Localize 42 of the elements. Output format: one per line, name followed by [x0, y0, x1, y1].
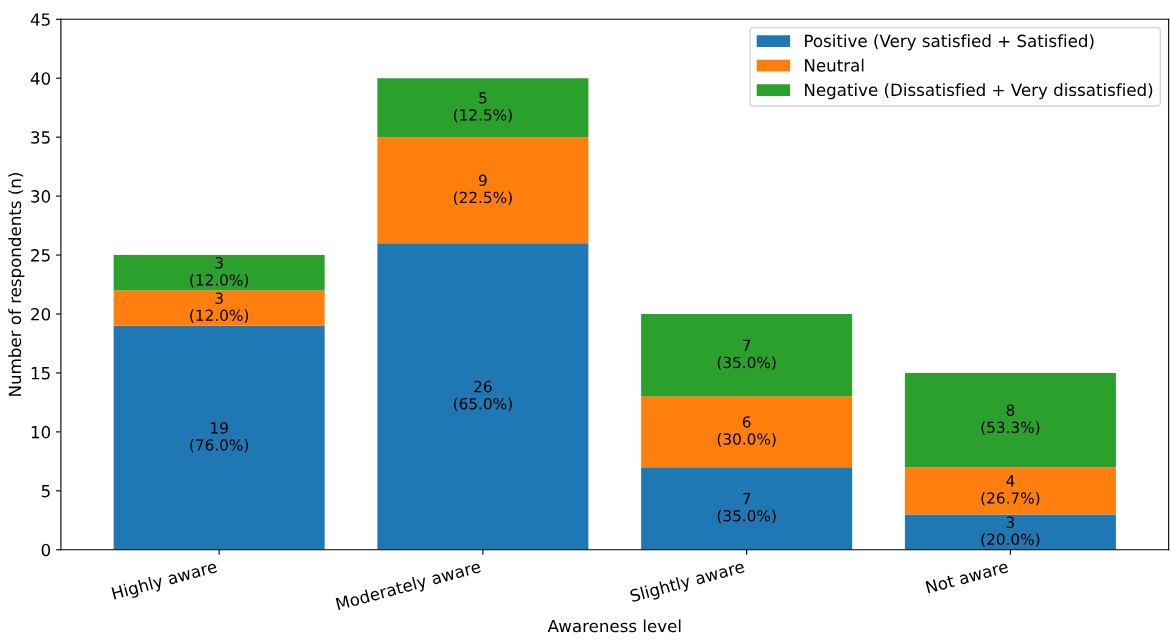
legend-label: Neutral: [805, 58, 864, 72]
data-label: 8 (53.3%): [981, 404, 1040, 435]
y-tick-label: 5: [41, 485, 50, 498]
data-label: 7 (35.0%): [717, 493, 776, 524]
y-axis-title: Number of respondents (n): [8, 173, 25, 396]
y-tick-label: 40: [30, 72, 51, 85]
bar: [904, 372, 1116, 468]
y-tick-label: 45: [30, 13, 50, 26]
legend-label: Negative (Dissatisfied + Very dissatisfied): [805, 83, 1153, 100]
data-label: 9 (22.5%): [453, 174, 512, 206]
data-label: 3 (12.0%): [190, 257, 249, 288]
bar: [377, 78, 589, 138]
bar: [904, 467, 1116, 515]
y-tick-label: 10: [31, 425, 51, 439]
bar: [641, 396, 853, 468]
data-label: 4 (26.7%): [981, 475, 1040, 506]
bar: [377, 243, 589, 550]
legend-label: Positive (Very satisfied + Satisfied): [805, 34, 1094, 51]
bar: [113, 255, 325, 291]
x-axis-title: Awareness level: [547, 619, 681, 633]
y-tick-label: 25: [31, 249, 50, 262]
data-label: 6 (30.0%): [717, 416, 776, 447]
y-tick-label: 15: [31, 367, 50, 380]
data-label: 3 (20.0%): [981, 516, 1040, 547]
data-label: 7 (35.0%): [717, 339, 776, 371]
data-label: 26 (65.0%): [453, 380, 512, 412]
data-label: 3 (12.0%): [190, 292, 249, 323]
y-tick-label: 20: [31, 307, 51, 321]
bar: [377, 137, 589, 244]
bar: [641, 314, 853, 397]
data-label: 19 (76.0%): [190, 422, 249, 453]
x-tick-label: Highly aware: [111, 559, 219, 603]
bar: [641, 467, 853, 550]
bar: [113, 290, 325, 326]
x-tick-label: Slightly aware: [629, 559, 746, 606]
y-tick-label: 0: [41, 543, 51, 557]
y-tick-label: 35: [31, 131, 50, 144]
bar: [904, 514, 1116, 550]
data-label: 5 (12.5%): [453, 92, 512, 123]
y-tick-label: 30: [31, 190, 51, 203]
bar: [113, 325, 325, 550]
x-tick-label: Not aware: [925, 560, 1009, 594]
